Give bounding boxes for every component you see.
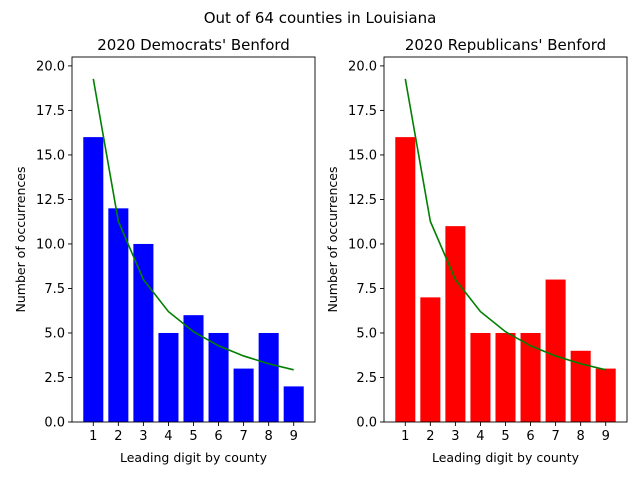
democrats-bar-2 — [108, 208, 129, 422]
republicans-ytick-label: 7.5 — [356, 282, 377, 297]
republicans-bar-3 — [445, 226, 466, 422]
democrats-y-axis-label: Number of occurrences — [13, 167, 28, 313]
democrats-bar-1 — [83, 137, 104, 422]
republicans-ytick-label: 15.0 — [348, 148, 377, 163]
republicans-x-axis-label: Leading digit by county — [432, 450, 580, 465]
figure-suptitle: Out of 64 counties in Louisiana — [204, 9, 437, 27]
republicans-ytick-label: 12.5 — [348, 193, 377, 208]
democrats-xtick-label: 3 — [139, 429, 147, 444]
democrats-bar-5 — [183, 315, 204, 422]
republicans-ytick-label: 5.0 — [356, 326, 377, 341]
democrats-bar-9 — [283, 386, 304, 422]
democrats-ytick-label: 15.0 — [36, 148, 65, 163]
republicans-ytick-label: 20.0 — [348, 59, 377, 74]
democrats-bar-6 — [208, 332, 229, 422]
republicans-xtick-label: 1 — [401, 429, 409, 444]
republicans-bar-7 — [545, 279, 566, 422]
republicans-bar-6 — [520, 332, 541, 422]
republicans-bar-4 — [470, 332, 491, 422]
democrats-xtick-label: 8 — [265, 429, 273, 444]
republicans-xtick-label: 2 — [426, 429, 434, 444]
republicans-ytick-label: 10.0 — [348, 237, 377, 252]
democrats-xtick-label: 4 — [164, 429, 172, 444]
democrats-ytick-label: 5.0 — [44, 326, 65, 341]
republicans-bar-8 — [570, 350, 591, 422]
democrats-bar-3 — [133, 243, 154, 422]
republicans-xtick-label: 7 — [551, 429, 559, 444]
democrats-bar-4 — [158, 332, 179, 422]
republicans-chart-title: 2020 Republicans' Benford — [405, 36, 606, 54]
democrats-x-axis-label: Leading digit by county — [120, 450, 268, 465]
republicans-xtick-label: 8 — [577, 429, 585, 444]
democrats-chart-title: 2020 Democrats' Benford — [97, 36, 290, 54]
republicans-ytick-label: 2.5 — [356, 371, 377, 386]
democrats-benford-line — [92, 78, 294, 371]
republicans-ytick-label: 17.5 — [348, 104, 377, 119]
democrats-bar-7 — [233, 368, 254, 422]
democrats-ytick-label: 7.5 — [44, 282, 65, 297]
republicans-benford-line — [404, 78, 606, 371]
republicans-xtick-label: 9 — [602, 429, 610, 444]
democrats-xtick-label: 5 — [189, 429, 197, 444]
democrats-ytick-label: 20.0 — [36, 59, 65, 74]
democrats-ytick-label: 2.5 — [44, 371, 65, 386]
republicans-bar-1 — [395, 137, 416, 422]
republicans-xtick-label: 6 — [526, 429, 534, 444]
democrats-xtick-label: 2 — [114, 429, 122, 444]
democrats-ytick-label: 10.0 — [36, 237, 65, 252]
republicans-bar-9 — [595, 368, 616, 422]
democrats-xtick-label: 7 — [239, 429, 247, 444]
democrats-xtick-label: 6 — [214, 429, 222, 444]
republicans-xtick-label: 4 — [476, 429, 484, 444]
democrats-ytick-label: 12.5 — [36, 193, 65, 208]
democrats-xtick-label: 9 — [290, 429, 298, 444]
republicans-y-axis-label: Number of occurrences — [325, 167, 340, 313]
republicans-bar-5 — [495, 332, 516, 422]
republicans-xtick-label: 5 — [501, 429, 509, 444]
democrats-ytick-label: 0.0 — [44, 416, 65, 431]
republicans-xtick-label: 3 — [451, 429, 459, 444]
republicans-bar-2 — [420, 297, 441, 422]
republicans-ytick-label: 0.0 — [356, 416, 377, 431]
republicans-benford-chart: 0.0 2.5 5.0 7.5 10.0 12.5 15.0 17.5 20.0 1 2 3 4 5 6 7 8… — [325, 36, 628, 465]
democrats-ytick-label: 17.5 — [36, 104, 65, 119]
democrats-xtick-label: 1 — [89, 429, 97, 444]
democrats-bar-8 — [258, 332, 279, 422]
democrats-benford-chart: 0.0 2.5 5.0 7.5 10.0 12.5 15.0 17.5 20.0 1 2 3 4 5 6 7 8… — [13, 36, 316, 465]
